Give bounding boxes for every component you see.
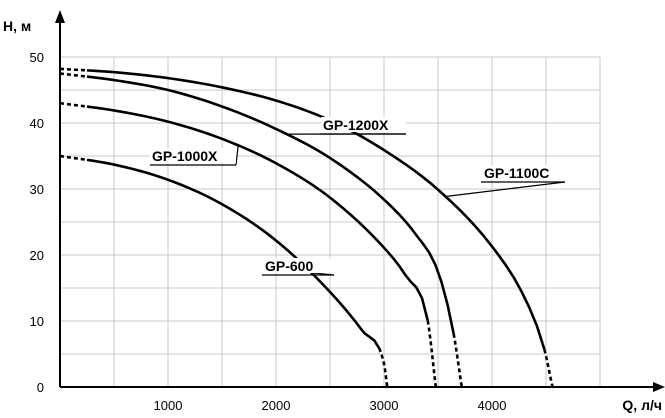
y-tick-label: 0 xyxy=(37,380,44,395)
x-tick-label: 4000 xyxy=(478,398,507,413)
series-label: GP-600 xyxy=(265,258,313,274)
y-tick-label: 20 xyxy=(30,248,44,263)
series-curve xyxy=(87,70,544,349)
y-tick-label: 50 xyxy=(30,50,44,65)
series-label: GP-1200X xyxy=(323,117,389,133)
series-layer xyxy=(60,69,552,387)
y-axis-arrow-icon xyxy=(55,10,65,23)
series-labels: GP-600 GP-1000X GP-1200X GP-1100C xyxy=(150,117,565,275)
x-tick-label: 3000 xyxy=(370,398,399,413)
x-tick-label: 1000 xyxy=(154,398,183,413)
y-tick-label: 40 xyxy=(30,116,44,131)
grid xyxy=(60,57,600,387)
series-gp-1100c xyxy=(60,69,552,387)
series-dashed-start xyxy=(60,103,87,106)
series-dashed-end xyxy=(454,334,462,387)
x-tick-label: 2000 xyxy=(262,398,291,413)
x-axis-arrow-icon xyxy=(653,382,665,392)
series-label: GP-1000X xyxy=(152,148,218,164)
series-curve xyxy=(87,160,379,348)
y-tick-label: 30 xyxy=(30,182,44,197)
series-label-leader xyxy=(236,145,238,165)
series-dashed-start xyxy=(60,156,87,160)
series-label: GP-1100C xyxy=(484,165,549,181)
y-axis-title: H, м xyxy=(3,18,31,34)
series-dashed-start xyxy=(60,69,87,70)
x-axis-title: Q, л/ч xyxy=(622,397,662,413)
series-gp-600 xyxy=(60,156,387,387)
series-dashed-start xyxy=(60,74,87,77)
y-tick-label: 10 xyxy=(30,314,44,329)
